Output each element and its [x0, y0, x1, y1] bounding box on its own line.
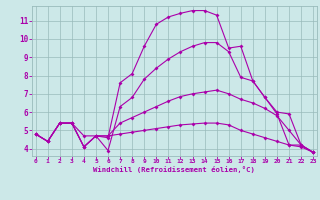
X-axis label: Windchill (Refroidissement éolien,°C): Windchill (Refroidissement éolien,°C) — [93, 166, 255, 173]
